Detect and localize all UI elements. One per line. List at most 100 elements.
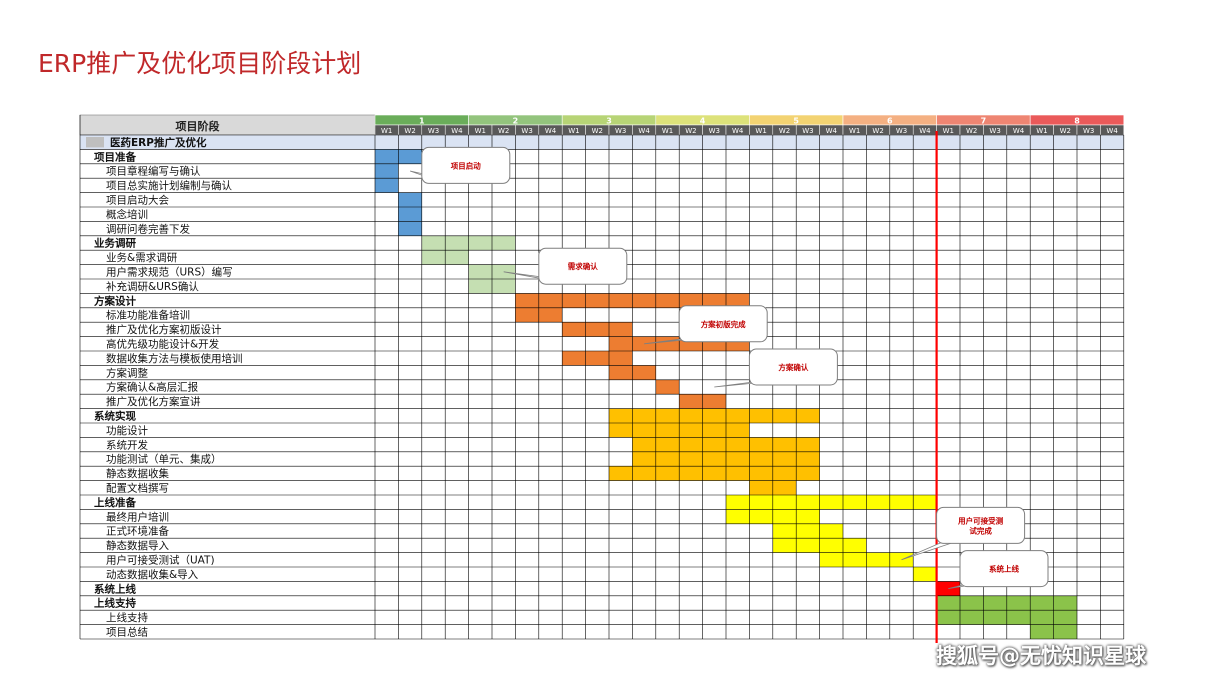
task-label: 项目启动大会 (106, 194, 169, 207)
task-label: 业务调研 (94, 237, 136, 250)
month-label: 4 (700, 117, 706, 126)
week-label: W3 (428, 127, 439, 135)
task-bar (609, 466, 820, 481)
month-label: 7 (981, 117, 987, 126)
week-label: W3 (709, 127, 720, 135)
callout-box (538, 247, 628, 285)
task-label: 系统上线 (94, 582, 136, 595)
task-label: 功能测试（单元、集成） (106, 453, 222, 466)
week-label: W3 (1083, 127, 1094, 135)
callout-box (421, 146, 511, 184)
task-label: 正式环境准备 (106, 525, 169, 538)
callout-box (678, 305, 768, 343)
task-label: 医药ERP推广及优化 (110, 136, 207, 149)
task-label: 功能设计 (106, 424, 148, 437)
month-label: 1 (419, 117, 425, 126)
task-label: 项目章程编写与确认 (106, 165, 201, 178)
task-label: 方案调整 (106, 366, 148, 379)
callout-box (959, 550, 1049, 588)
week-label: W1 (943, 127, 954, 135)
week-label: W1 (755, 127, 766, 135)
week-label: W2 (592, 127, 603, 135)
month-label: 2 (513, 117, 519, 126)
week-label: W4 (638, 127, 650, 135)
task-label: 数据收集方法与模板使用培训 (106, 352, 243, 365)
task-label: 方案设计 (94, 294, 136, 307)
task-label: 项目总结 (106, 626, 148, 639)
task-label: 静态数据导入 (106, 539, 169, 552)
week-label: W1 (849, 127, 860, 135)
watermark: 搜狐号@无忧知识星球 (936, 644, 1146, 668)
callout-text: 试完成 (969, 525, 992, 535)
callout-text: 方案初版完成 (701, 319, 746, 329)
task-label: 上线支持 (106, 611, 148, 624)
week-label: W2 (404, 127, 415, 135)
task-bar (726, 495, 937, 510)
task-label: 项目总实施计划编制与确认 (106, 179, 232, 192)
week-label: W3 (521, 127, 532, 135)
week-label: W3 (896, 127, 907, 135)
task-bar (398, 221, 422, 236)
week-label: W2 (872, 127, 883, 135)
task-bar (562, 351, 633, 366)
week-label: W2 (1060, 127, 1071, 135)
week-label: W2 (498, 127, 509, 135)
task-bar (609, 408, 820, 423)
callout-text: 系统上线 (989, 564, 1019, 574)
task-bar (772, 523, 843, 539)
task-label: 推广及优化方案初版设计 (106, 323, 222, 336)
task-label: 系统开发 (106, 438, 148, 451)
callout-text: 项目启动 (451, 160, 481, 170)
week-label: W3 (615, 127, 626, 135)
task-bar (375, 163, 399, 179)
project-row-bg (80, 135, 1124, 150)
task-label: 用户可接受测试（UAT) (106, 554, 215, 567)
week-label: W3 (989, 127, 1000, 135)
week-label: W1 (475, 127, 486, 135)
callout-text: 用户可接受测 (958, 515, 1003, 525)
week-label: W1 (662, 127, 673, 135)
task-label: 标准功能准备培训 (106, 309, 190, 322)
week-label: W1 (381, 127, 392, 135)
task-bar (375, 178, 399, 193)
week-label: W4 (1106, 127, 1118, 135)
task-label: 补充调研&URS确认 (106, 280, 199, 293)
task-label: 调研问卷完善下发 (106, 222, 190, 235)
callout-text: 需求确认 (568, 261, 598, 271)
week-label: W4 (1013, 127, 1025, 135)
task-label: 推广及优化方案宣讲 (106, 395, 201, 408)
week-label: W2 (685, 127, 696, 135)
task-label: 用户需求规范（URS）编写 (106, 266, 233, 279)
callout-box (936, 506, 1026, 544)
task-label: 系统实现 (94, 410, 136, 423)
week-label: W4 (826, 127, 838, 135)
task-label: 静态数据收集 (106, 467, 169, 480)
task-label: 上线准备 (94, 496, 136, 509)
callout-box (748, 348, 838, 386)
task-label: 业务&需求调研 (106, 251, 178, 264)
page-title: ERP推广及优化项目阶段计划 (38, 49, 362, 78)
week-label: W4 (732, 127, 744, 135)
week-label: W1 (568, 127, 579, 135)
week-label: W4 (451, 127, 463, 135)
logo-placeholder (86, 137, 104, 148)
callout-text: 方案确认 (778, 362, 808, 372)
task-label: 项目准备 (94, 150, 136, 163)
task-label: 最终用户培训 (106, 510, 169, 523)
task-label: 上线支持 (94, 597, 136, 610)
week-label: W1 (1036, 127, 1047, 135)
week-label: W4 (545, 127, 557, 135)
task-label: 动态数据收集&导入 (106, 568, 199, 581)
week-label: W4 (919, 127, 931, 135)
task-label: 方案确认&高层汇报 (106, 381, 199, 394)
header-label: 项目阶段 (176, 119, 220, 133)
week-label: W2 (966, 127, 977, 135)
task-label: 概念培训 (106, 208, 148, 221)
task-bar (655, 379, 680, 395)
month-label: 3 (606, 117, 612, 126)
month-label: 6 (887, 117, 893, 126)
task-bar (562, 322, 633, 337)
task-bar (398, 207, 422, 222)
task-label: 高优先级功能设计&开发 (106, 338, 220, 351)
